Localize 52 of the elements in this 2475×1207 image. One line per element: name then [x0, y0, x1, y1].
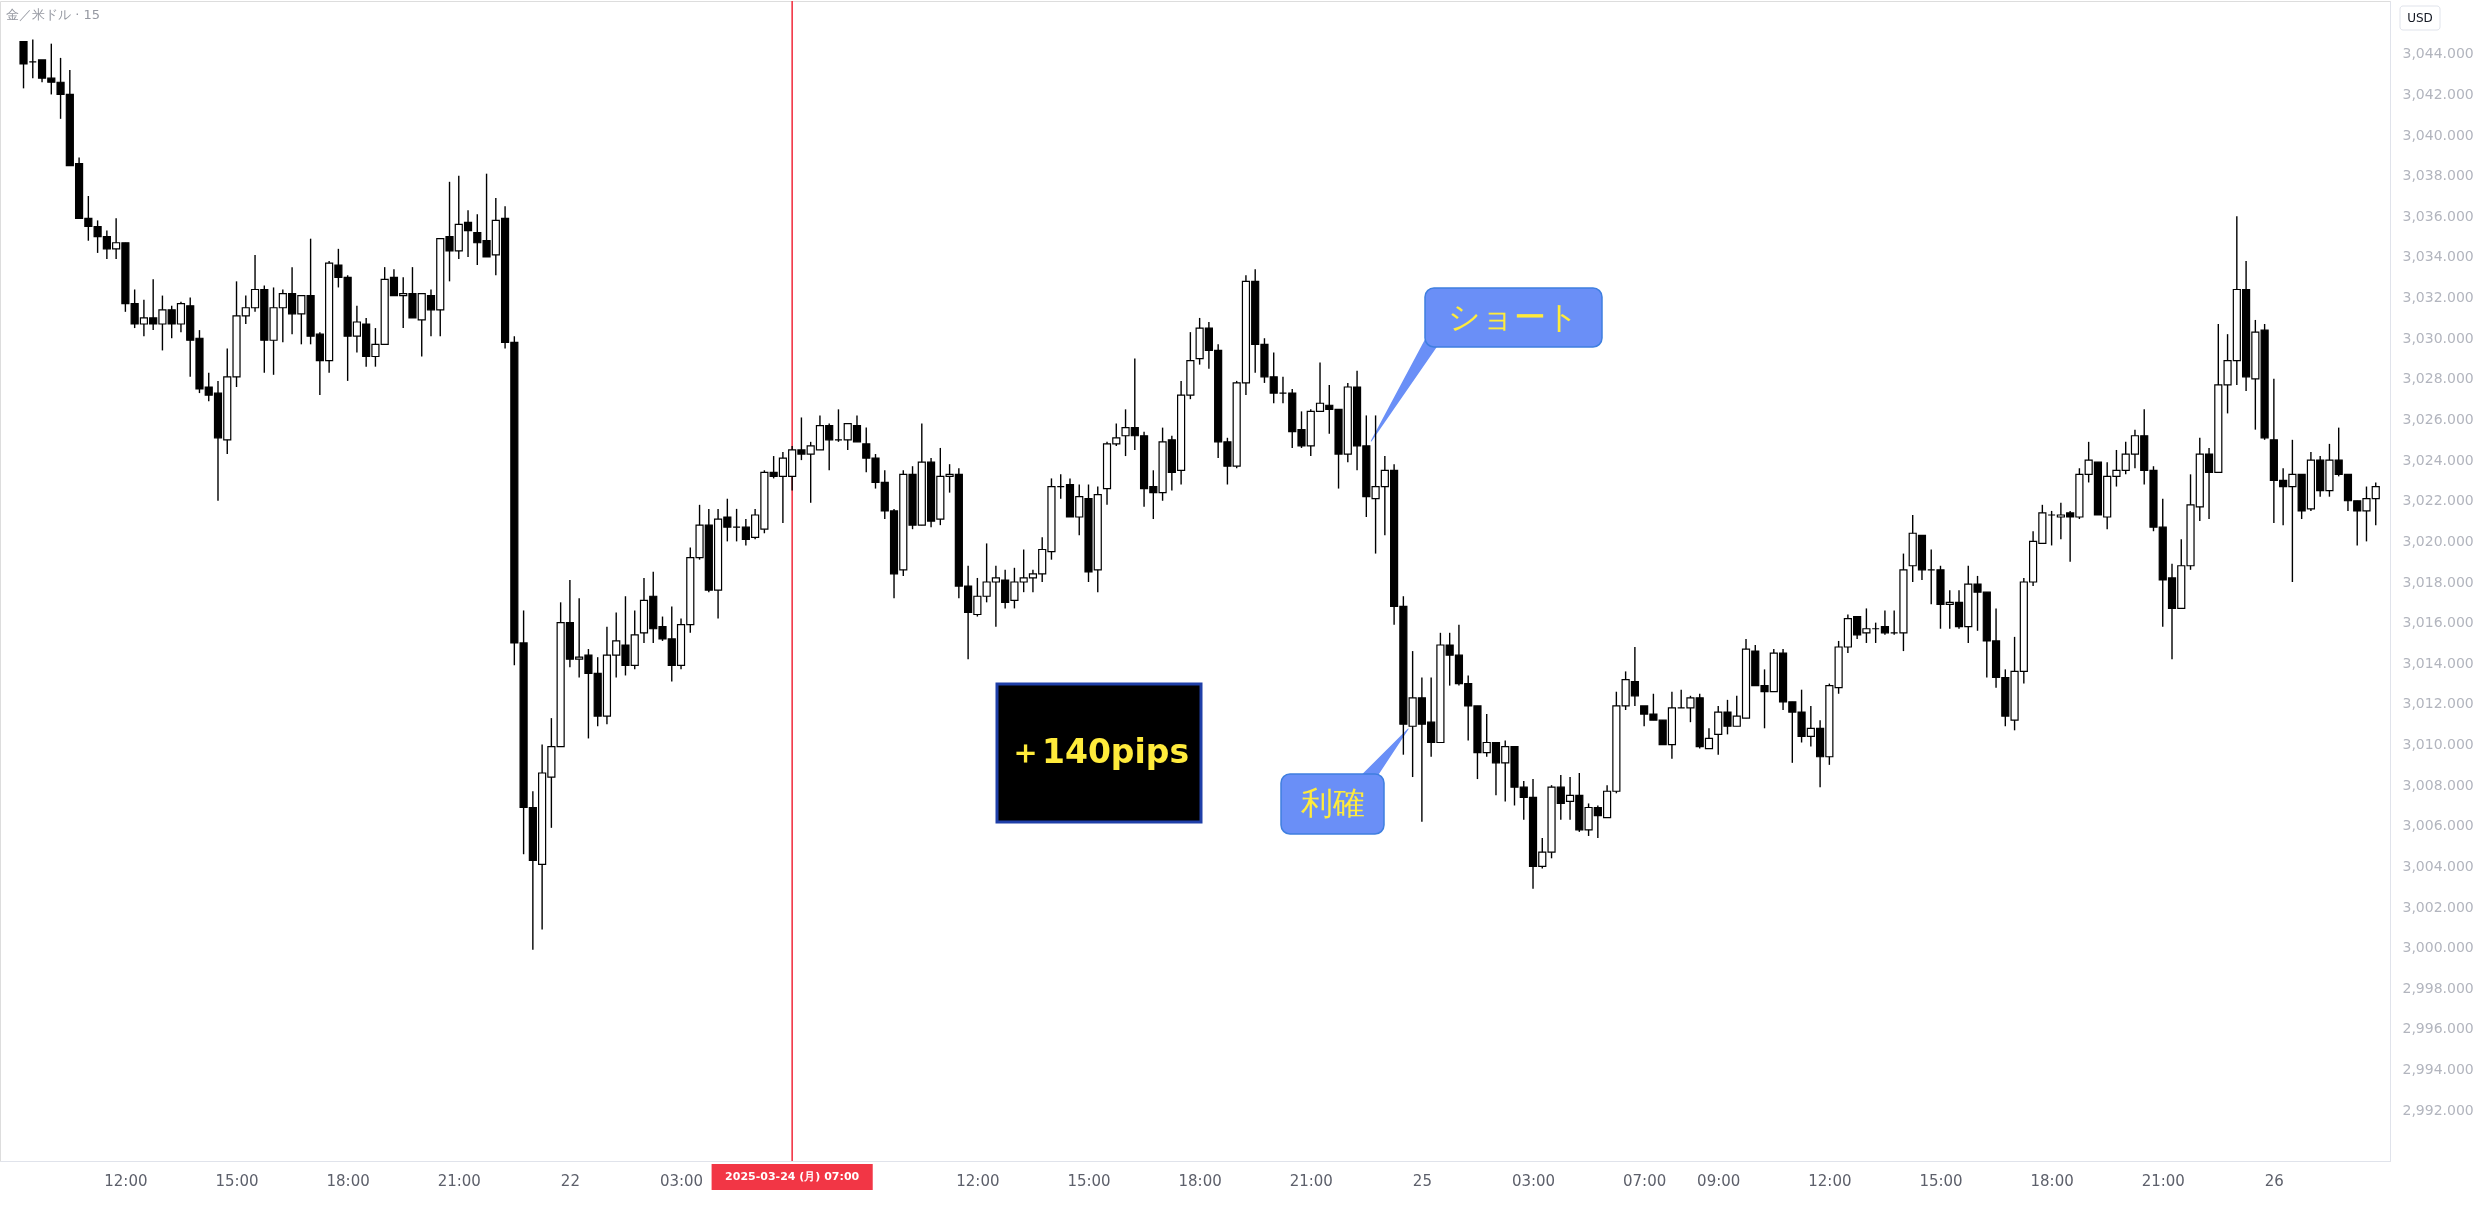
x-tick-label: 12:00 [1808, 1171, 1852, 1190]
y-tick-label: 3,008.000 [2402, 776, 2474, 793]
x-tick-label: 09:00 [1697, 1171, 1741, 1190]
y-tick-label: 3,040.000 [2402, 126, 2474, 143]
y-tick-label: 3,018.000 [2402, 573, 2474, 590]
x-tick-label: 12:00 [956, 1171, 1000, 1190]
chart-title: 金／米ドル · 15 [6, 7, 100, 22]
y-axis-title: USD [2407, 11, 2433, 25]
x-tick-label: 15:00 [1067, 1171, 1111, 1190]
x-tick-label: 15:00 [1919, 1171, 1963, 1190]
y-tick-label: 3,038.000 [2402, 167, 2474, 184]
y-tick-label: 2,994.000 [2402, 1061, 2474, 1078]
y-tick-label: 3,020.000 [2402, 532, 2474, 549]
x-tick-label: 12:00 [104, 1171, 148, 1190]
x-tick-label: 18:00 [2030, 1171, 2074, 1190]
y-tick-label: 3,000.000 [2402, 939, 2474, 956]
y-tick-label: 3,012.000 [2402, 695, 2474, 712]
y-tick-label: 3,030.000 [2402, 329, 2474, 346]
x-tick-label: 26 [2264, 1171, 2284, 1190]
y-tick-label: 3,004.000 [2402, 857, 2474, 874]
x-tick-label: 07:00 [1623, 1171, 1667, 1190]
y-tick-label: 3,034.000 [2402, 248, 2474, 265]
y-tick-label: 2,992.000 [2402, 1101, 2474, 1118]
x-tick-label: 21:00 [437, 1171, 481, 1190]
x-tick-label: 03:00 [659, 1171, 704, 1190]
x-tick-label: 18:00 [326, 1171, 370, 1190]
x-tick-label: 15:00 [215, 1171, 259, 1190]
y-tick-label: 3,010.000 [2402, 736, 2474, 753]
x-tick-label: 18:00 [1178, 1171, 1222, 1190]
y-tick-label: 3,014.000 [2402, 654, 2474, 671]
y-tick-label: 3,016.000 [2402, 614, 2474, 631]
x-tick-label: 25 [1412, 1171, 1432, 1190]
y-tick-label: 3,026.000 [2402, 410, 2474, 427]
y-tick-label: 3,022.000 [2402, 492, 2474, 509]
x-tick-label: 2025-03-24 (月) 07:00 [725, 1170, 860, 1183]
y-tick-label: 3,002.000 [2402, 898, 2474, 915]
x-tick-label: 21:00 [2141, 1171, 2185, 1190]
y-tick-label: 3,044.000 [2402, 45, 2474, 62]
y-tick-label: 3,036.000 [2402, 207, 2474, 224]
y-tick-label: 3,006.000 [2402, 817, 2474, 834]
candlestick [1880, 609, 1890, 636]
x-tick-label: 21:00 [1289, 1171, 1333, 1190]
x-tick-label: 22 [560, 1171, 580, 1190]
y-tick-label: 3,032.000 [2402, 289, 2474, 306]
y-tick-label: 2,996.000 [2402, 1020, 2474, 1037]
y-tick-label: 3,028.000 [2402, 370, 2474, 387]
annotation: ＋140pips [1008, 732, 1190, 771]
annotation: 利確 [1300, 784, 1365, 822]
y-tick-label: 2,998.000 [2402, 979, 2474, 996]
y-tick-label: 3,024.000 [2402, 451, 2474, 468]
y-tick-label: 3,042.000 [2402, 85, 2474, 102]
x-tick-label: 03:00 [1511, 1171, 1556, 1190]
